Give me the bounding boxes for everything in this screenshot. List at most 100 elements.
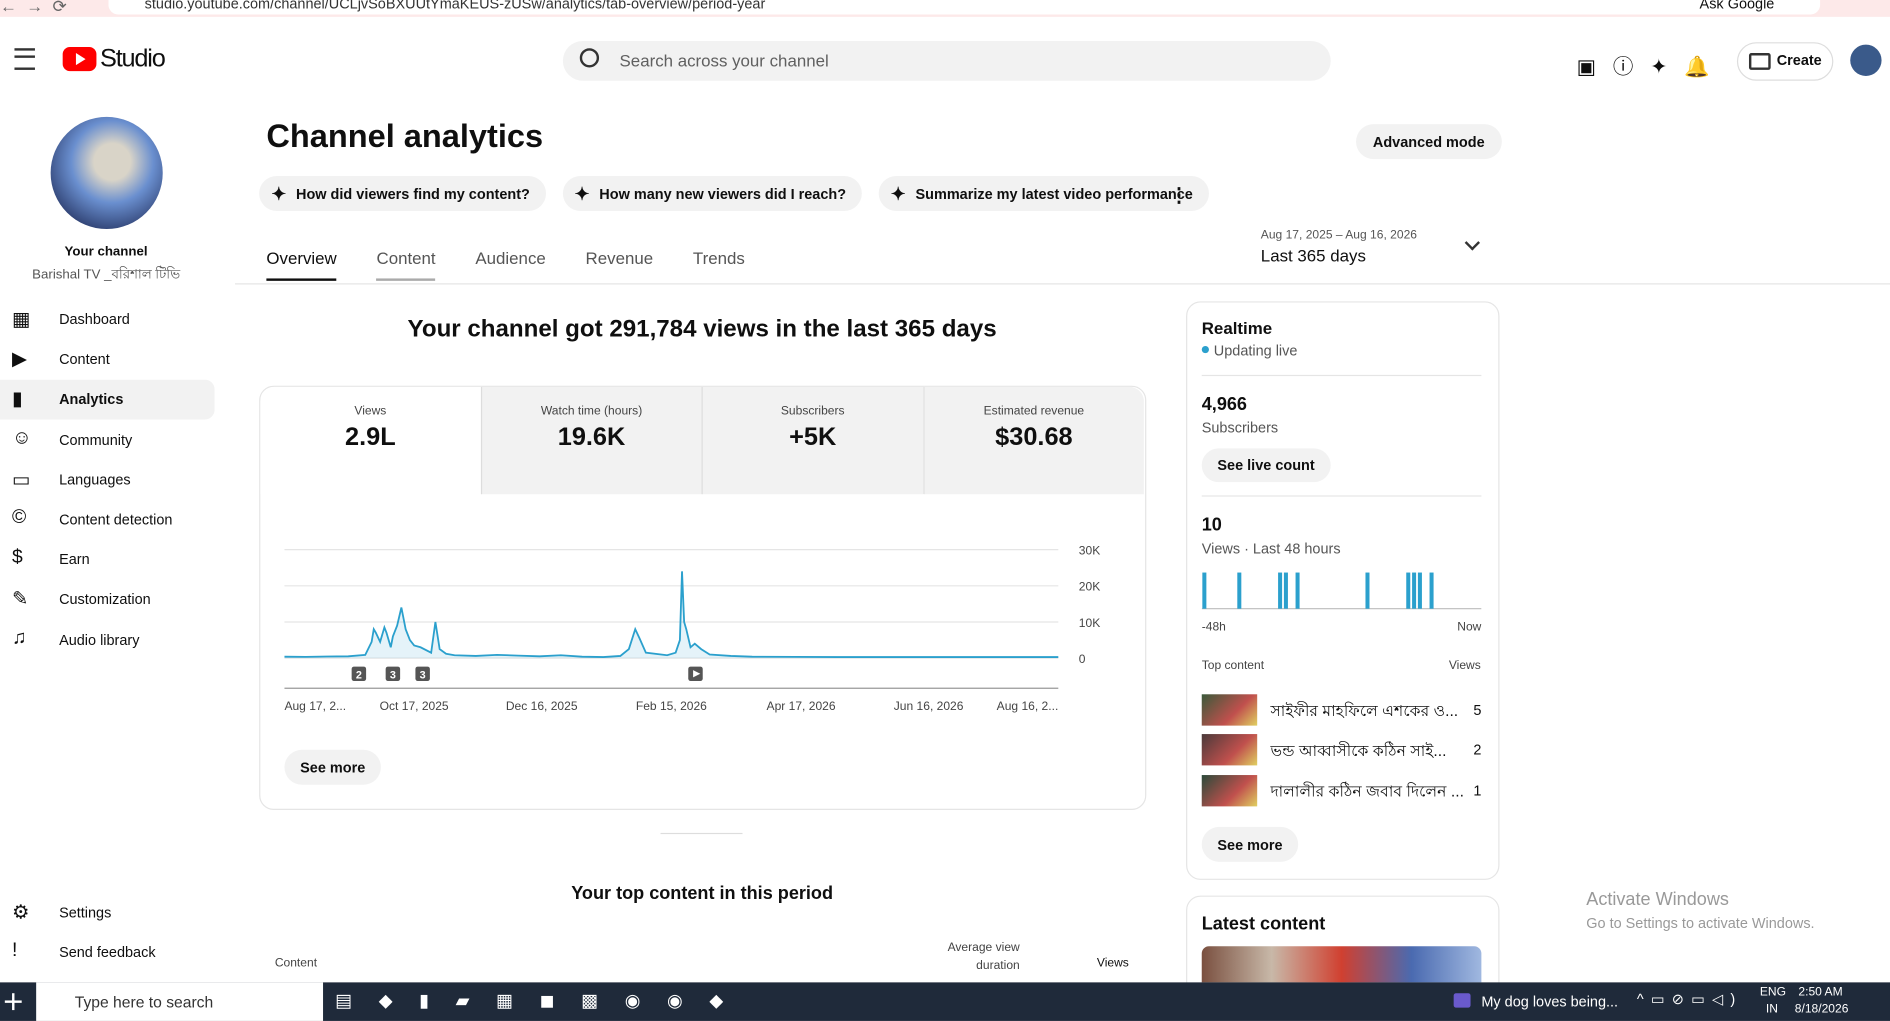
latest-title: Latest content bbox=[1201, 913, 1326, 935]
nav-icon: ▶ bbox=[12, 349, 27, 371]
top-content-title: Your top content in this period bbox=[571, 883, 834, 905]
metric-label: Subscribers bbox=[780, 405, 845, 419]
content-views: 2 bbox=[1473, 741, 1482, 759]
bar bbox=[1429, 572, 1434, 609]
table-header: Average view duration bbox=[947, 941, 1020, 973]
clock-date: 8/18/2026 bbox=[1794, 1002, 1849, 1017]
page-title: Channel analytics bbox=[266, 118, 544, 155]
prompt-chip[interactable]: ✦ Summarize my latest video performance bbox=[878, 175, 1209, 211]
lang: ENG bbox=[1759, 985, 1786, 1000]
nav-item[interactable]: Send feedback bbox=[59, 943, 156, 961]
nav-item[interactable]: Content bbox=[59, 350, 110, 368]
annotation-badge bbox=[385, 666, 401, 682]
bar bbox=[1365, 572, 1370, 609]
taskbar-notification[interactable]: My dog loves being... bbox=[1481, 993, 1619, 1011]
tab[interactable]: Trends bbox=[692, 248, 745, 268]
start-button[interactable] bbox=[4, 993, 22, 1011]
nav-icon: ▭ bbox=[12, 469, 31, 491]
nav-item[interactable]: Audio library bbox=[59, 631, 140, 648]
latest-thumbnail[interactable] bbox=[1201, 946, 1482, 983]
tray-icons[interactable]: ^▭⊘▭◁) bbox=[1636, 990, 1743, 1008]
bar bbox=[1417, 572, 1422, 609]
metric-tab[interactable]: Views 2.9L bbox=[260, 386, 481, 495]
y-tick-label: 20K bbox=[1079, 580, 1100, 594]
nav-item[interactable]: Community bbox=[59, 431, 133, 448]
content-title[interactable]: ভন্ড আব্বাসীকে কঠিন সাই... bbox=[1270, 741, 1447, 760]
prompt-text: How did viewers find my content? bbox=[296, 185, 530, 202]
ask-google[interactable]: Ask Google bbox=[1699, 0, 1775, 13]
tab[interactable]: Revenue bbox=[585, 248, 654, 268]
see-live-count[interactable]: See live count bbox=[1201, 448, 1331, 483]
spark-icon: ✦ bbox=[271, 183, 287, 205]
content-title[interactable]: সাইফীর মাহফিলে এশকের ও... bbox=[1270, 701, 1459, 720]
metric-tab[interactable]: Subscribers +5K bbox=[701, 386, 923, 495]
annotation-badge bbox=[415, 666, 430, 682]
nav-item[interactable]: Customization bbox=[59, 591, 151, 608]
tab[interactable]: Audience bbox=[475, 248, 546, 268]
annotation-label: 3 bbox=[420, 670, 426, 682]
bar bbox=[1412, 572, 1417, 609]
create-button[interactable] bbox=[1736, 42, 1834, 81]
search-box[interactable] bbox=[562, 40, 1331, 81]
watermark-title: Activate Windows bbox=[1586, 889, 1729, 911]
y-tick-label: 30K bbox=[1079, 543, 1100, 557]
spark-icon: ✦ bbox=[890, 183, 906, 205]
dropdown-icon[interactable] bbox=[1464, 235, 1481, 251]
views-header: Views bbox=[1448, 659, 1481, 673]
prompt-chip[interactable]: ✦ How did viewers find my content? bbox=[259, 175, 546, 211]
metric-tab[interactable]: Watch time (hours) 19.6K bbox=[480, 386, 702, 495]
thumbnail[interactable] bbox=[1201, 774, 1258, 806]
y-tick-label: 0 bbox=[1079, 652, 1086, 666]
nav-item[interactable]: Dashboard bbox=[59, 310, 130, 328]
realtime-chart: -48h Now bbox=[1201, 572, 1482, 633]
channel-name: Barishal TV _বরিশাল টিভি bbox=[32, 267, 180, 283]
tab[interactable]: Content bbox=[376, 248, 436, 281]
divider bbox=[1201, 495, 1482, 497]
more-icon[interactable]: ⋮ bbox=[1169, 185, 1189, 207]
see-more[interactable]: See more bbox=[1201, 826, 1299, 862]
prompt-text: Summarize my latest video performance bbox=[915, 185, 1193, 202]
table-header: Content bbox=[274, 957, 318, 971]
subscriber-label: Subscribers bbox=[1201, 419, 1279, 437]
metric-label: Views bbox=[354, 405, 387, 419]
tab[interactable]: Overview bbox=[266, 248, 337, 281]
taskbar-apps[interactable]: ▤◆▮▰▦◼▩◉◉◆ bbox=[335, 990, 750, 1012]
date-label[interactable]: Last 365 days bbox=[1260, 245, 1366, 266]
live-status: Updating live bbox=[1213, 342, 1298, 360]
thumbnail[interactable] bbox=[1201, 694, 1258, 726]
logo-text: Studio bbox=[100, 44, 166, 73]
nav-icons: ← → ⟳ bbox=[0, 0, 67, 16]
notification-icon bbox=[1453, 993, 1471, 1008]
content-views: 1 bbox=[1473, 781, 1482, 799]
metric-label: Estimated revenue bbox=[983, 405, 1085, 419]
nav-icon: ! bbox=[12, 940, 18, 961]
content-title[interactable]: দালালীর কঠিন জবাব দিলেন ... bbox=[1270, 781, 1464, 800]
yt-logo[interactable] bbox=[62, 47, 97, 72]
prompt-chip[interactable]: ✦ How many new viewers did I reach? bbox=[562, 175, 862, 211]
annotation-label: 2 bbox=[356, 670, 362, 682]
taskbar-search[interactable] bbox=[36, 982, 324, 1021]
header-icons[interactable]: ▣ⓘ✦🔔 bbox=[1576, 55, 1727, 79]
channel-avatar[interactable] bbox=[50, 116, 163, 230]
nav-icon: ☺ bbox=[12, 427, 32, 448]
see-more[interactable]: See more bbox=[284, 749, 381, 785]
metric-tab[interactable]: Estimated revenue $30.68 bbox=[922, 386, 1144, 495]
nav-icon: ▮ bbox=[12, 389, 23, 411]
prompts: ✦ How did viewers find my content? ✦ How ma… bbox=[259, 175, 1209, 211]
nav-icon: ▦ bbox=[12, 309, 31, 331]
url-field[interactable] bbox=[108, 0, 1821, 15]
thumbnail[interactable] bbox=[1201, 734, 1258, 766]
nav-item[interactable]: Analytics bbox=[59, 391, 124, 408]
avatar[interactable] bbox=[1850, 44, 1882, 76]
nav-item[interactable]: Settings bbox=[59, 904, 112, 921]
metric-label: Watch time (hours) bbox=[540, 405, 643, 419]
prompt-text: How many new viewers did I reach? bbox=[599, 185, 847, 202]
menu-icon[interactable] bbox=[14, 48, 35, 70]
advanced-mode[interactable]: Advanced mode bbox=[1356, 124, 1502, 160]
taskbar-search-text: Type here to search bbox=[74, 993, 214, 1012]
bar bbox=[1278, 572, 1283, 609]
nav-item[interactable]: Content detection bbox=[59, 511, 173, 528]
nav-item[interactable]: Earn bbox=[59, 551, 90, 568]
x-tick-label: Aug 16, 2... bbox=[997, 699, 1059, 713]
nav-item[interactable]: Languages bbox=[59, 471, 131, 488]
